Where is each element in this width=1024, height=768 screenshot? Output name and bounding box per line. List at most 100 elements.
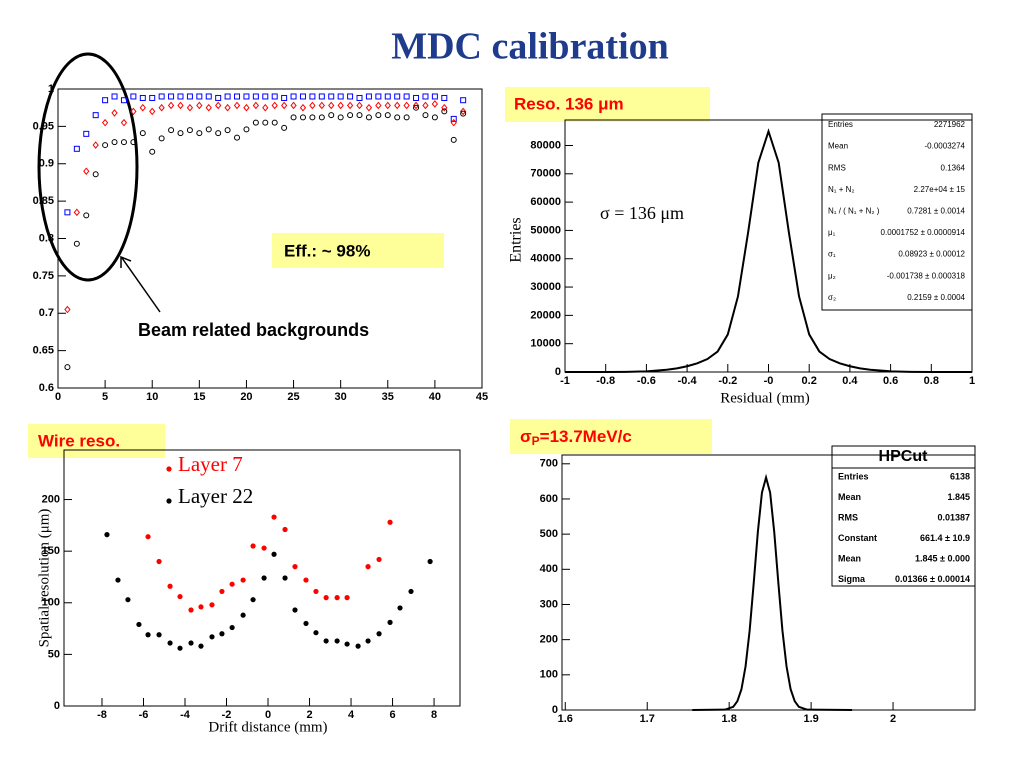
point (282, 575, 288, 581)
y-tick-label: 0.85 (33, 195, 54, 207)
stats-key: N₁ / ( N₁ + N₂ ) (828, 207, 880, 216)
stats-title: HPCut (879, 448, 929, 465)
point (375, 93, 382, 100)
x-tick-label: 2 (890, 713, 896, 725)
x-tick-label: -0.8 (596, 375, 615, 387)
y-tick-label: 0.6 (39, 382, 54, 394)
label-box (28, 424, 165, 458)
label-box (505, 87, 710, 122)
point (450, 115, 457, 122)
stats-key: N₁ + N₂ (828, 185, 854, 194)
point (397, 605, 403, 611)
arrow-head (120, 255, 132, 268)
point (215, 94, 222, 101)
point (83, 167, 90, 176)
point (318, 93, 325, 100)
point (299, 114, 306, 121)
point (441, 108, 448, 115)
x-tick-label: 0.8 (924, 375, 939, 387)
point (375, 101, 382, 110)
point (139, 94, 146, 101)
x-tick-label: 0 (265, 709, 271, 721)
y-tick-label: 0 (555, 366, 561, 378)
point (309, 114, 316, 121)
point (387, 619, 393, 625)
point (205, 93, 212, 100)
point (422, 93, 429, 100)
x-tick-label: -6 (139, 709, 149, 721)
histogram-curve (692, 473, 853, 711)
point (136, 621, 142, 628)
stats-value: 0.2159 ± 0.0004 (907, 293, 965, 302)
point (198, 604, 204, 610)
point (334, 595, 340, 601)
point (460, 107, 467, 116)
point (356, 101, 363, 110)
y-tick-label: 200 (42, 493, 60, 505)
y-tick-label: 700 (540, 458, 558, 470)
point (337, 93, 344, 100)
stats-key: Mean (838, 553, 861, 563)
plot-frame (63, 449, 461, 707)
point (177, 93, 184, 100)
point (387, 519, 393, 525)
point (240, 612, 246, 618)
point (271, 551, 277, 557)
point (299, 93, 306, 100)
y-tick-label: 0.75 (33, 270, 54, 282)
stats-value: 0.1364 (941, 163, 966, 172)
y-tick-label: 300 (540, 598, 558, 610)
x-tick-label: -0.2 (718, 375, 737, 387)
point (64, 209, 71, 216)
x-tick-label: -0.4 (678, 375, 698, 387)
point (427, 558, 433, 565)
stats-key: RMS (838, 512, 858, 522)
point (205, 103, 212, 112)
y-tick-label: 0.7 (39, 307, 54, 319)
point (149, 148, 156, 155)
x-tick-label: -0 (764, 375, 774, 387)
point (328, 101, 335, 110)
y-tick-label: 80000 (530, 139, 561, 151)
x-tick-label: 6 (389, 709, 395, 721)
point (250, 543, 256, 549)
point (252, 119, 259, 126)
y-tick-label: 40000 (530, 253, 561, 265)
point (281, 94, 288, 101)
point (186, 127, 193, 134)
point (323, 595, 329, 601)
x-tick-label: 1.9 (803, 713, 818, 725)
point (337, 114, 344, 121)
x-tick-label: 8 (431, 709, 437, 721)
point (177, 593, 183, 600)
point (224, 127, 231, 134)
point (403, 101, 410, 110)
x-tick-label: -8 (97, 709, 107, 721)
y-tick-label: 10000 (530, 338, 561, 350)
stats-value: 1.845 (947, 492, 970, 502)
point (403, 114, 410, 121)
point (365, 564, 371, 570)
stats-value: -0.001738 ± 0.000318 (887, 271, 966, 280)
x-tick-label: 1.6 (558, 713, 573, 725)
stats-key: Constant (838, 533, 877, 543)
point (365, 103, 373, 112)
point (441, 103, 448, 112)
point (271, 93, 278, 100)
stats-value: 0.7281 ± 0.0014 (907, 207, 965, 216)
point (271, 119, 278, 126)
x-axis-label: Drift distance (mm) (208, 719, 327, 735)
point (250, 597, 256, 603)
point (292, 564, 298, 570)
y-tick-label: 200 (540, 634, 558, 646)
x-tick-label: 15 (193, 391, 205, 403)
point (158, 103, 165, 112)
point (120, 97, 127, 104)
panel-label: σP=13.7MeV/c (520, 427, 632, 448)
point (83, 212, 90, 219)
y-tick-label: 100 (540, 669, 558, 681)
stats-key: μ₂ (828, 271, 836, 280)
stats-key: σ₂ (828, 293, 836, 302)
legend-marker (166, 498, 172, 504)
